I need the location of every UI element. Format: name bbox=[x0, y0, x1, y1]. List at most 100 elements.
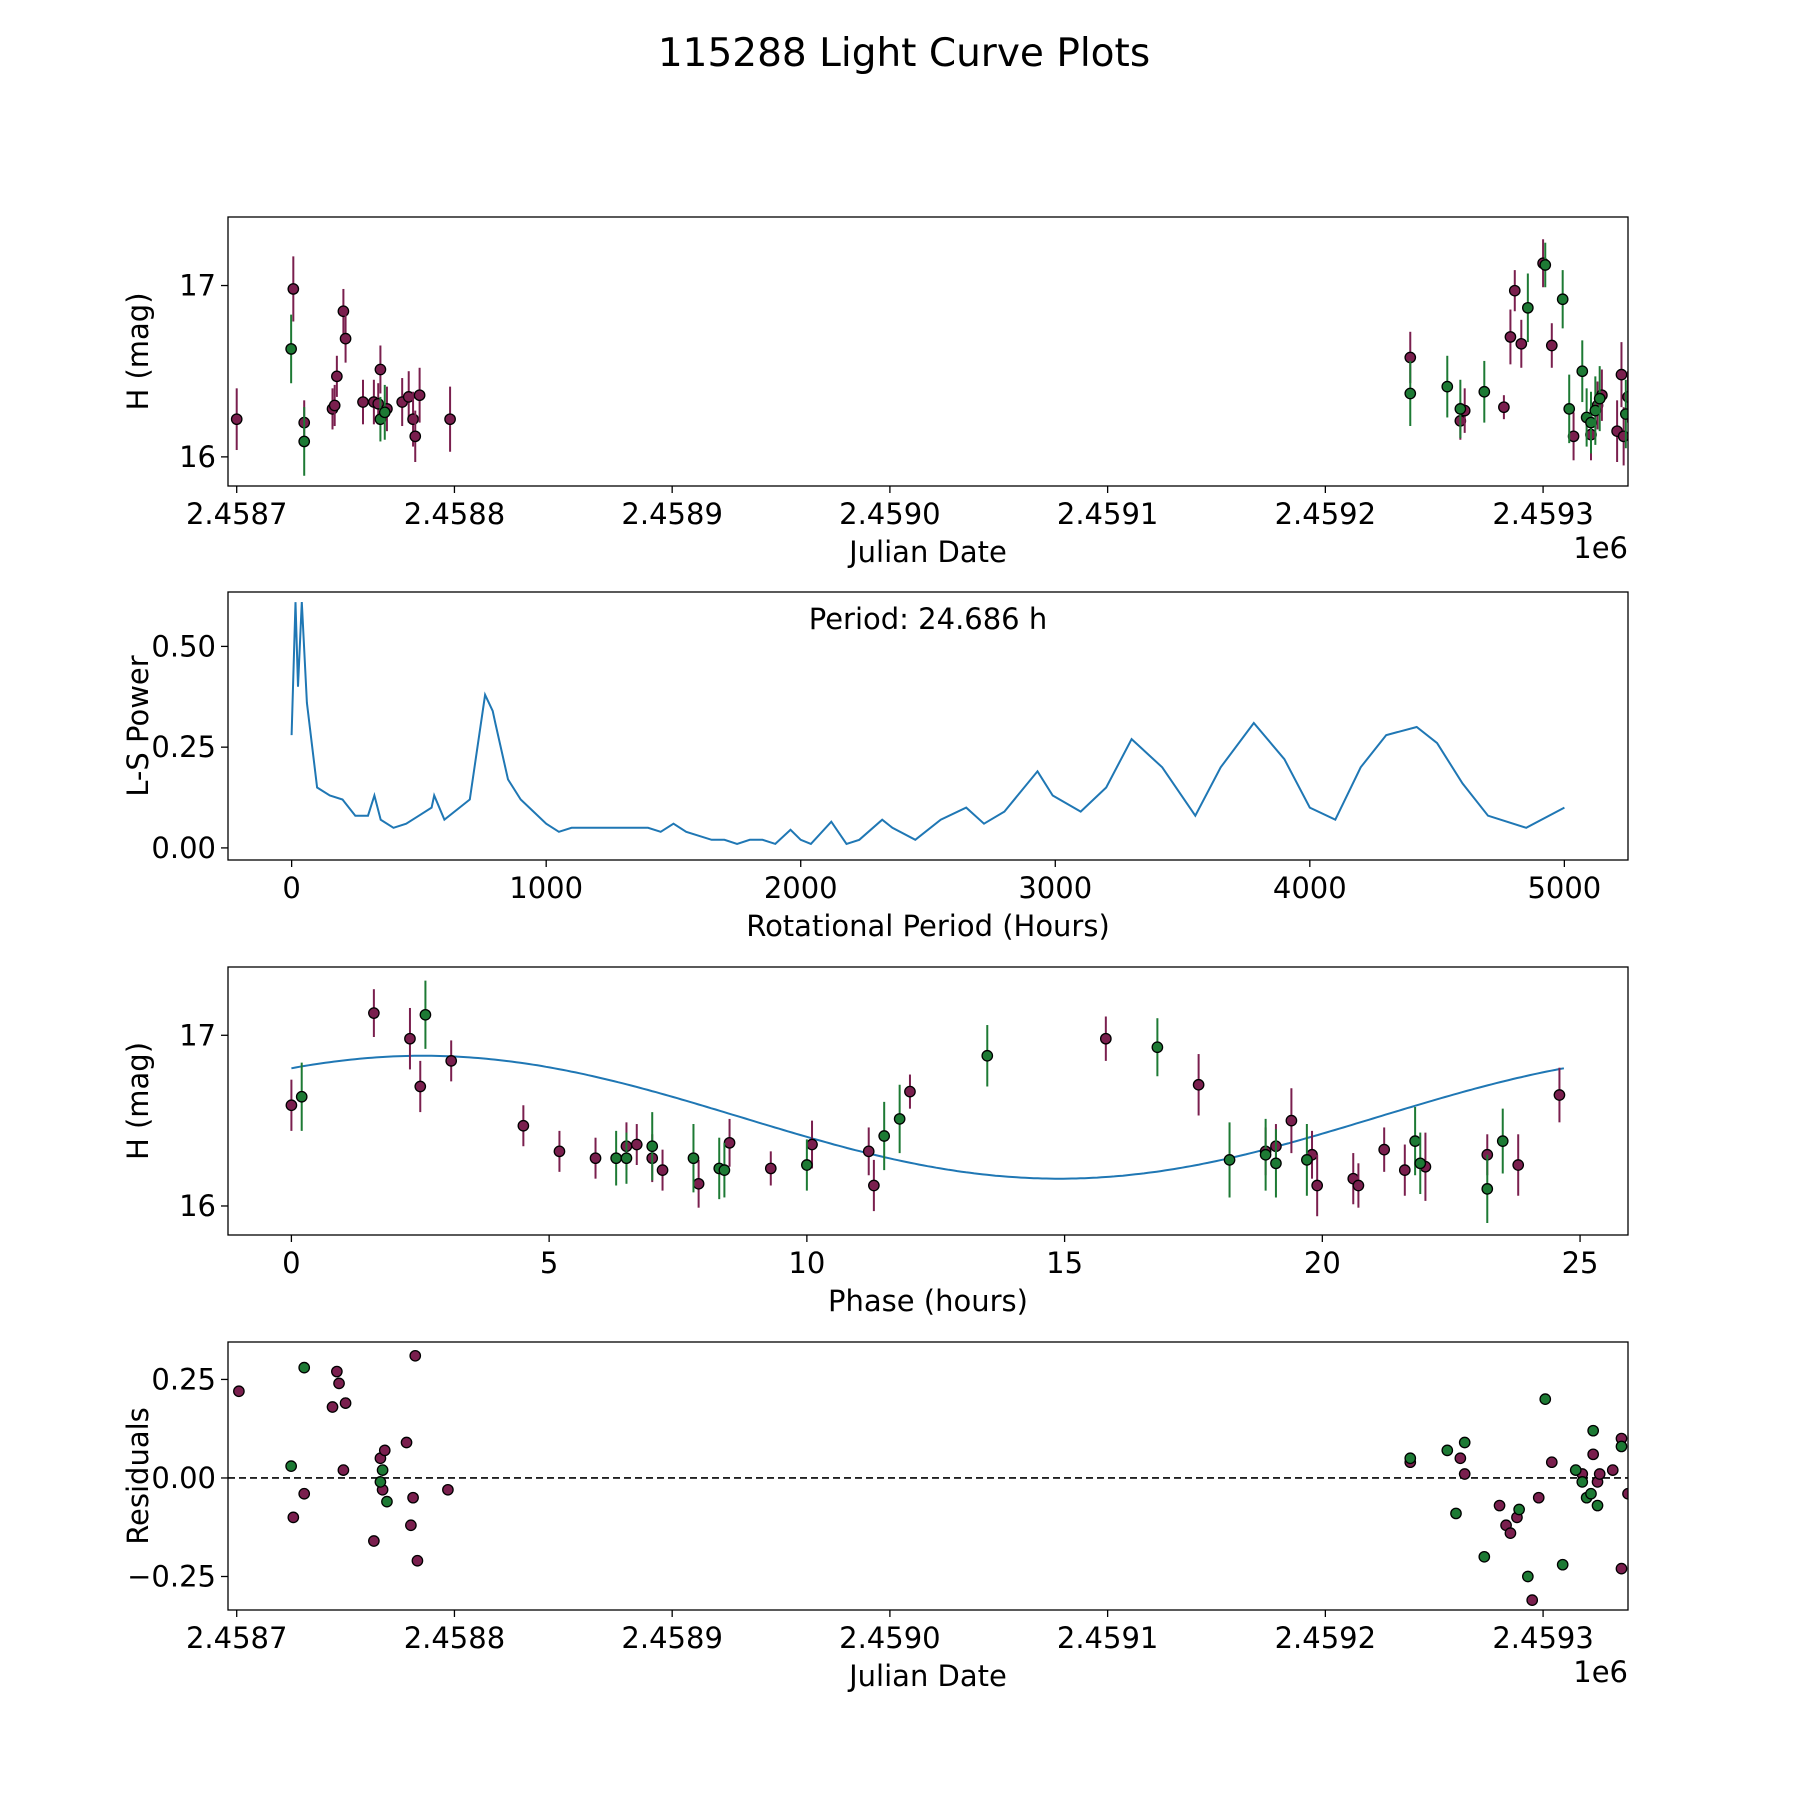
res-point-green bbox=[1615, 1440, 1628, 1453]
phase-point-green bbox=[1151, 1041, 1164, 1054]
lc-point-green bbox=[1478, 385, 1491, 398]
res-point-red bbox=[331, 1365, 343, 1378]
lc-x-tick-label: 2.4587 bbox=[186, 497, 287, 531]
res-x-tick-label: 2.4590 bbox=[839, 1621, 940, 1655]
phase-point-red bbox=[1352, 1179, 1365, 1192]
lc-point-red bbox=[1515, 337, 1528, 350]
ls-plot-area bbox=[290, 602, 1565, 846]
lc-x-tick-label: 2.4590 bbox=[839, 497, 940, 531]
phase-x-tick-label: 20 bbox=[1304, 1246, 1341, 1280]
res-point-red bbox=[298, 1487, 311, 1500]
phase-x-axis-label: Phase (hours) bbox=[828, 1284, 1028, 1318]
lc-point-green bbox=[1441, 380, 1454, 393]
res-y-axis-label: Residuals bbox=[121, 1407, 155, 1545]
lc-point-green bbox=[1593, 392, 1606, 405]
res-x-offset-label: 1e6 bbox=[1573, 1655, 1628, 1689]
res-point-green bbox=[1569, 1464, 1582, 1476]
lc-point-green bbox=[1521, 301, 1534, 314]
res-point-red bbox=[1493, 1499, 1506, 1512]
res-point-red bbox=[339, 1397, 352, 1409]
res-point-red bbox=[407, 1491, 419, 1504]
phase-point-green bbox=[1301, 1154, 1313, 1166]
res-x-tick-label: 2.4591 bbox=[1057, 1621, 1158, 1655]
lc-point-red bbox=[1498, 401, 1510, 414]
res-point-red bbox=[1545, 1456, 1558, 1469]
phase-point-red bbox=[1398, 1164, 1411, 1176]
lc-point-red bbox=[1545, 339, 1558, 352]
res-point-green bbox=[1441, 1444, 1454, 1457]
res-point-green bbox=[1458, 1436, 1471, 1449]
res-y-tick-label: 0.25 bbox=[151, 1362, 216, 1396]
phase-point-red bbox=[1285, 1114, 1298, 1127]
ls-y-tick-label: 0.00 bbox=[151, 831, 216, 865]
lc-point-red bbox=[1504, 331, 1517, 343]
res-point-green bbox=[374, 1476, 387, 1488]
ls-x-tick-label: 1000 bbox=[509, 871, 583, 905]
res-point-green bbox=[285, 1460, 297, 1472]
phase-point-green bbox=[1270, 1157, 1282, 1170]
phase-point-red bbox=[692, 1177, 705, 1190]
res-x-tick-label: 2.4593 bbox=[1492, 1621, 1593, 1655]
ls-x-tick-label: 5000 bbox=[1527, 871, 1601, 905]
phase-point-red bbox=[414, 1080, 427, 1093]
res-y-tick-label: 0.00 bbox=[151, 1461, 216, 1495]
res-point-red bbox=[1458, 1468, 1471, 1480]
res-point-red bbox=[1532, 1491, 1545, 1504]
phase-point-red bbox=[445, 1055, 458, 1067]
phase-point-green bbox=[419, 1008, 432, 1021]
res-point-red bbox=[409, 1349, 422, 1362]
lc-point-green bbox=[1563, 403, 1576, 415]
res-point-red bbox=[400, 1436, 413, 1449]
res-x-tick-label: 2.4592 bbox=[1275, 1621, 1376, 1655]
phase-point-red bbox=[1311, 1179, 1324, 1192]
lc-y-tick-label: 17 bbox=[179, 269, 216, 303]
lc-x-tick-label: 2.4591 bbox=[1057, 497, 1158, 531]
lc-point-green bbox=[1404, 387, 1417, 400]
lc-x-tick-label: 2.4592 bbox=[1275, 497, 1376, 531]
res-point-green bbox=[1591, 1499, 1604, 1512]
res-point-green bbox=[1404, 1452, 1417, 1465]
lc-plot-area bbox=[230, 239, 1628, 476]
res-point-green bbox=[1539, 1393, 1552, 1405]
res-point-red bbox=[233, 1385, 245, 1398]
lc-point-red bbox=[339, 332, 352, 345]
res-point-green bbox=[1576, 1476, 1589, 1488]
phase-x-tick-label: 0 bbox=[282, 1246, 300, 1280]
res-point-red bbox=[411, 1554, 424, 1567]
phase-point-red bbox=[1553, 1089, 1566, 1101]
res-point-red bbox=[326, 1401, 339, 1413]
res-plot-area bbox=[228, 1349, 1628, 1606]
phase-point-red bbox=[553, 1145, 566, 1158]
lc-x-axis-label: Julian Date bbox=[847, 535, 1007, 569]
phase-model-curve bbox=[291, 1054, 1565, 1180]
phase-y-axis-label: H (mag) bbox=[121, 1042, 155, 1160]
phase-point-red bbox=[1512, 1159, 1525, 1171]
phase-axes-frame bbox=[227, 966, 1629, 1236]
phase-point-green bbox=[687, 1152, 700, 1165]
res-point-red bbox=[337, 1464, 350, 1476]
figure-title: 115288 Light Curve Plots bbox=[658, 31, 1150, 76]
phase-point-green bbox=[295, 1090, 308, 1103]
ls-x-tick-label: 2000 bbox=[764, 871, 838, 905]
lc-point-green bbox=[285, 343, 297, 355]
res-point-red bbox=[1606, 1464, 1619, 1476]
lc-point-green bbox=[298, 435, 311, 448]
lc-x-tick-label: 2.4588 bbox=[404, 497, 505, 531]
phase-point-red bbox=[868, 1179, 880, 1192]
phase-x-tick-label: 10 bbox=[788, 1246, 825, 1280]
res-point-red bbox=[1622, 1487, 1628, 1500]
lc-point-red bbox=[1508, 284, 1521, 297]
lc-point-red bbox=[374, 363, 387, 376]
res-point-red bbox=[1526, 1594, 1539, 1606]
ls-period-annotation: Period: 24.686 h bbox=[809, 602, 1048, 636]
lc-axes-frame bbox=[227, 216, 1629, 487]
phase-plot-area bbox=[285, 980, 1566, 1224]
phase-point-red bbox=[517, 1119, 530, 1132]
res-point-green bbox=[381, 1495, 393, 1508]
res-point-red bbox=[378, 1444, 391, 1457]
phase-point-red bbox=[806, 1138, 818, 1151]
phase-point-red bbox=[1192, 1078, 1205, 1091]
lc-point-green bbox=[378, 406, 391, 419]
res-y-tick-label: −0.25 bbox=[127, 1560, 216, 1594]
